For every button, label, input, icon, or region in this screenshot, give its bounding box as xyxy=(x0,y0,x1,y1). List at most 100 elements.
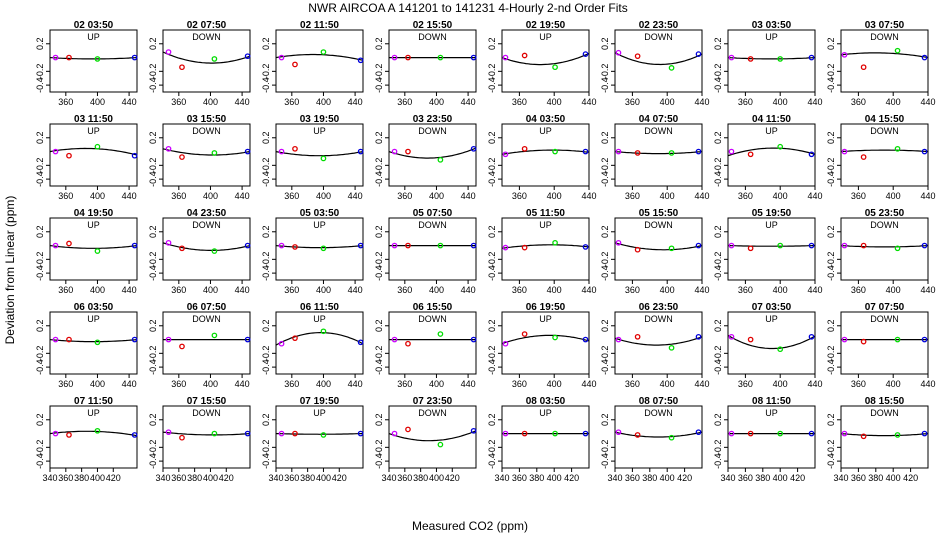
data-point xyxy=(131,336,138,343)
panel-direction: DOWN xyxy=(192,126,221,136)
panel-title: 02 15:50 xyxy=(413,20,453,31)
data-point xyxy=(357,430,364,437)
y-tick-label: -0.4 xyxy=(713,453,723,469)
data-point xyxy=(244,242,251,249)
x-tick-label: 440 xyxy=(920,191,935,201)
x-tick-label: 400 xyxy=(429,285,444,295)
data-point xyxy=(165,239,172,246)
data-point xyxy=(357,339,364,346)
data-point xyxy=(808,430,815,437)
data-point xyxy=(391,148,398,155)
panel-direction: UP xyxy=(539,408,552,418)
data-point xyxy=(278,242,285,249)
data-point xyxy=(131,432,138,438)
fit-curve xyxy=(162,242,251,251)
y-tick-label: -0.2 xyxy=(713,158,723,174)
data-point xyxy=(278,54,285,61)
panel-direction: UP xyxy=(87,408,100,418)
data-point xyxy=(52,54,59,61)
data-point xyxy=(921,148,928,155)
y-tick-label: -0.4 xyxy=(261,453,271,469)
data-point xyxy=(131,54,138,61)
fit-curve xyxy=(501,52,590,66)
y-tick-label: -0.4 xyxy=(826,265,836,281)
fit-curve xyxy=(162,51,251,64)
x-tick-label: 360 xyxy=(397,191,412,201)
y-tick-label: 0.2 xyxy=(826,132,836,145)
panel-frame xyxy=(727,405,816,469)
y-tick-label: -0.4 xyxy=(600,171,610,187)
y-tick-label: 0.2 xyxy=(35,38,45,51)
fit-curve xyxy=(275,53,364,61)
y-tick-label: 0.2 xyxy=(35,320,45,333)
data-point xyxy=(668,344,675,351)
x-tick-label: 440 xyxy=(581,285,596,295)
x-tick-label: 400 xyxy=(316,191,331,201)
y-tick-label: 0.2 xyxy=(600,38,610,51)
y-tick-label: 0.2 xyxy=(487,320,497,333)
data-point xyxy=(695,148,702,155)
y-tick-label: 0.2 xyxy=(826,226,836,239)
data-point xyxy=(278,340,285,347)
x-tick-label: 400 xyxy=(886,191,901,201)
data-point xyxy=(728,333,735,340)
panel-frame xyxy=(840,311,929,375)
panel-direction: UP xyxy=(765,126,778,136)
x-tick-label: 360 xyxy=(851,191,866,201)
data-point xyxy=(777,242,784,249)
panel-frame xyxy=(727,123,816,187)
panel-direction: UP xyxy=(313,408,326,418)
data-point xyxy=(179,434,185,441)
panel-frame xyxy=(162,29,251,93)
x-tick-label: 440 xyxy=(694,285,709,295)
x-tick-label: 360 xyxy=(851,473,866,483)
data-point xyxy=(437,156,444,163)
x-tick-label: 440 xyxy=(122,285,137,295)
data-point xyxy=(320,328,327,335)
y-tick-label: -0.2 xyxy=(148,158,158,174)
data-point xyxy=(552,239,558,246)
data-point xyxy=(211,150,218,156)
data-point xyxy=(179,154,185,160)
data-point xyxy=(211,430,218,437)
panel-frame xyxy=(275,217,364,281)
data-point xyxy=(777,346,784,353)
data-point xyxy=(894,145,901,152)
x-tick-label: 400 xyxy=(773,97,788,107)
data-point xyxy=(841,51,848,58)
panel-direction: UP xyxy=(539,314,552,324)
x-tick-label: 440 xyxy=(694,379,709,389)
fit-curve xyxy=(727,57,816,60)
y-tick-label: -0.2 xyxy=(600,252,610,268)
panel-direction: DOWN xyxy=(192,32,221,42)
y-tick-label: -0.2 xyxy=(35,440,45,456)
data-point xyxy=(165,429,172,436)
panel-frame xyxy=(162,123,251,187)
panel-direction: DOWN xyxy=(418,126,447,136)
x-tick-label: 440 xyxy=(348,379,363,389)
x-tick-label: 360 xyxy=(738,473,753,483)
data-point xyxy=(668,150,675,156)
x-tick-label: 360 xyxy=(284,191,299,201)
data-point xyxy=(921,430,928,437)
data-point xyxy=(357,57,364,64)
y-tick-label: 0.2 xyxy=(600,414,610,427)
x-tick-label: 340 xyxy=(494,473,509,483)
data-point xyxy=(470,427,477,434)
panel-frame xyxy=(49,311,138,375)
x-tick-label: 400 xyxy=(90,473,105,483)
fit-curve xyxy=(614,336,703,346)
data-point xyxy=(634,150,641,156)
data-point xyxy=(860,338,867,345)
x-tick-label: 400 xyxy=(316,285,331,295)
x-tick-label: 360 xyxy=(58,473,73,483)
panel-title: 05 03:50 xyxy=(300,208,340,219)
panel-title: 04 11:50 xyxy=(752,114,791,125)
panel-title: 08 15:50 xyxy=(865,396,905,407)
